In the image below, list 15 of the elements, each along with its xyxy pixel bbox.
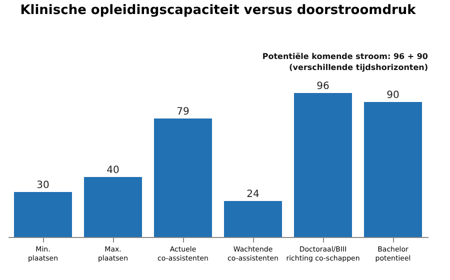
bar	[154, 118, 212, 237]
data-label: 30	[36, 180, 50, 191]
data-label: 96	[316, 81, 330, 92]
bar	[14, 192, 72, 237]
text: (verschillende tijdshorizonten)	[289, 63, 428, 72]
data-label: 90	[386, 90, 400, 101]
bar	[364, 102, 422, 237]
bar	[294, 93, 352, 237]
bar	[224, 201, 282, 237]
data-label: 24	[246, 189, 260, 200]
data-label: 79	[176, 106, 190, 118]
text: Potentiële komende stroom: 96 + 90	[262, 52, 428, 61]
chart-title: Klinische opleidingscapaciteit versus doorstroomdruk	[20, 3, 416, 18]
data-label: 40	[106, 165, 120, 176]
bar	[84, 177, 142, 237]
